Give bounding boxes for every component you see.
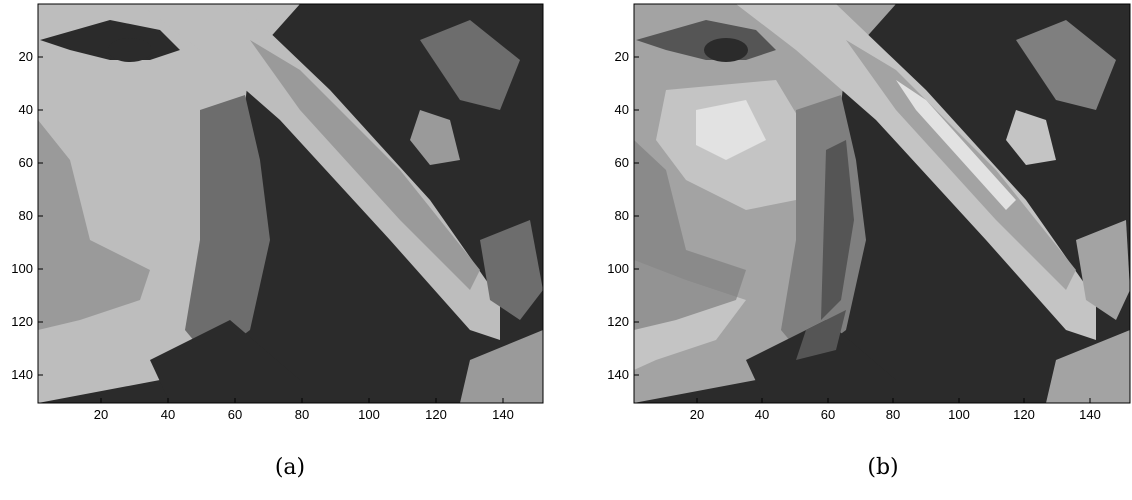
x-tick-label: 140 xyxy=(492,407,514,422)
y-tick-label: 40 xyxy=(19,102,33,117)
x-tick-label: 20 xyxy=(690,407,704,422)
caption-b: (b) xyxy=(867,455,899,480)
y-axis-a: 20 40 60 80 100 120 140 xyxy=(11,49,43,382)
x-tick-label: 140 xyxy=(1079,407,1101,422)
y-tick-label: 20 xyxy=(615,49,629,64)
x-tick-label: 40 xyxy=(755,407,769,422)
image-plot-a: 20 40 60 80 100 120 140 20 40 60 80 100 … xyxy=(11,3,544,422)
y-tick-label: 40 xyxy=(615,102,629,117)
x-tick-label: 80 xyxy=(295,407,309,422)
x-tick-label: 40 xyxy=(161,407,175,422)
y-tick-label: 80 xyxy=(615,208,629,223)
caption-a: (a) xyxy=(274,455,306,480)
y-tick-label: 60 xyxy=(615,155,629,170)
y-tick-label: 80 xyxy=(19,208,33,223)
y-tick-label: 100 xyxy=(607,261,629,276)
y-tick-label: 60 xyxy=(19,155,33,170)
x-tick-label: 120 xyxy=(1013,407,1035,422)
image-plot-b: 20 40 60 80 100 120 140 20 40 60 80 100 … xyxy=(607,3,1131,422)
y-tick-label: 100 xyxy=(11,261,33,276)
x-tick-label: 20 xyxy=(94,407,108,422)
axes-frame-a xyxy=(37,3,544,404)
x-tick-label: 120 xyxy=(425,407,447,422)
quantized-image-a xyxy=(38,4,543,403)
x-tick-label: 60 xyxy=(228,407,242,422)
y-axis-b: 20 40 60 80 100 120 140 xyxy=(607,49,639,382)
x-axis-a: 20 40 60 80 100 120 140 xyxy=(94,398,514,422)
x-tick-label: 80 xyxy=(886,407,900,422)
x-tick-label: 60 xyxy=(821,407,835,422)
quantized-image-b xyxy=(634,4,1130,403)
x-tick-label: 100 xyxy=(358,407,380,422)
y-tick-label: 120 xyxy=(11,314,33,329)
y-tick-label: 20 xyxy=(19,49,33,64)
y-tick-label: 120 xyxy=(607,314,629,329)
panel-b: 20 40 60 80 100 120 140 20 40 60 80 100 … xyxy=(596,0,1132,500)
x-tick-label: 100 xyxy=(948,407,970,422)
axes-frame-b xyxy=(633,3,1131,404)
panel-a: 20 40 60 80 100 120 140 20 40 60 80 100 … xyxy=(11,3,544,480)
y-tick-label: 140 xyxy=(11,367,33,382)
x-axis-b: 20 40 60 80 100 120 140 xyxy=(690,398,1101,422)
y-tick-label: 140 xyxy=(607,367,629,382)
